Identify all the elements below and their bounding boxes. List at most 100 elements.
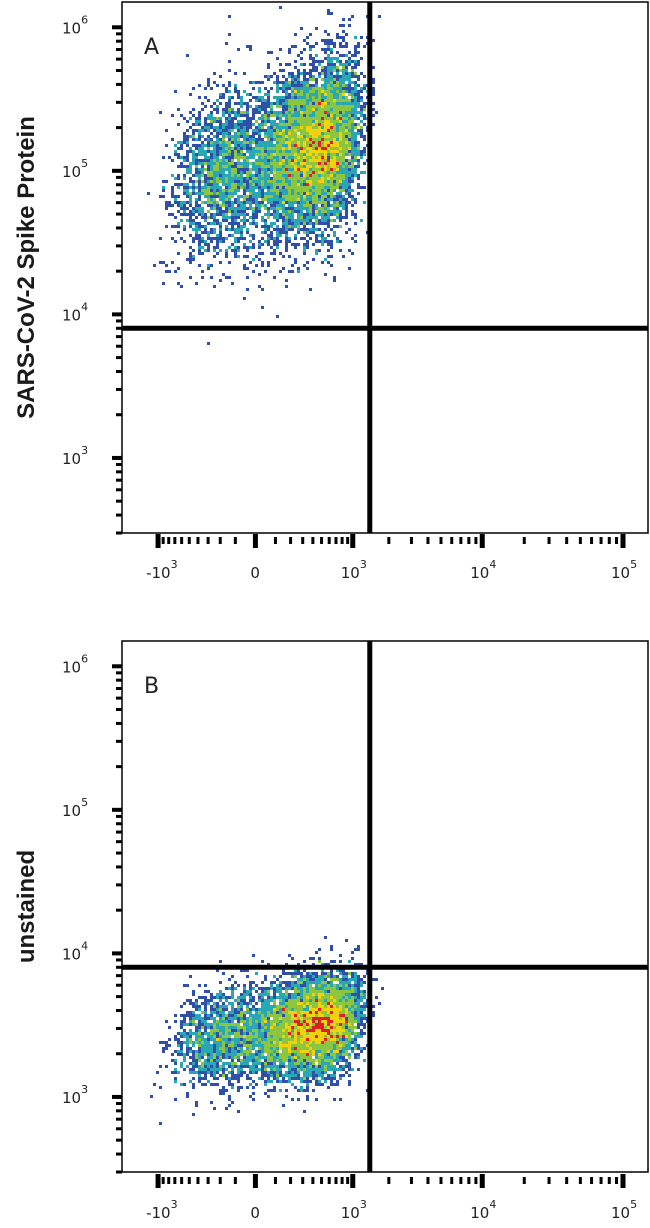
- event-bin: [330, 975, 333, 978]
- event-bin: [297, 1044, 300, 1047]
- event-bin: [321, 1029, 324, 1032]
- event-bin: [180, 285, 183, 288]
- event-bin: [348, 60, 351, 63]
- event-bin: [231, 177, 234, 180]
- event-bin: [255, 1020, 258, 1023]
- event-bin: [246, 231, 249, 234]
- event-bin: [237, 1008, 240, 1011]
- event-bin: [204, 159, 207, 162]
- event-bin: [291, 972, 294, 975]
- event-bin: [333, 219, 336, 222]
- event-bin: [330, 264, 333, 267]
- event-bin: [357, 1020, 360, 1023]
- event-bin: [333, 1014, 336, 1017]
- event-bin: [348, 126, 351, 129]
- event-bin: [309, 1020, 312, 1023]
- event-bin: [294, 261, 297, 264]
- event-bin: [312, 1044, 315, 1047]
- event-bin: [351, 72, 354, 75]
- event-bin: [306, 36, 309, 39]
- event-bin: [312, 1053, 315, 1056]
- event-bin: [291, 957, 294, 960]
- event-bin: [336, 1038, 339, 1041]
- event-bin: [177, 282, 180, 285]
- event-bin: [291, 96, 294, 99]
- event-bin: [309, 123, 312, 126]
- event-bin: [351, 984, 354, 987]
- event-bin: [327, 219, 330, 222]
- event-bin: [285, 165, 288, 168]
- event-bin: [285, 1050, 288, 1053]
- event-bin: [318, 180, 321, 183]
- event-bin: [309, 219, 312, 222]
- event-bin: [243, 1059, 246, 1062]
- event-bin: [297, 108, 300, 111]
- event-bin: [318, 981, 321, 984]
- event-bin: [249, 120, 252, 123]
- event-bin: [288, 180, 291, 183]
- event-bin: [189, 93, 192, 96]
- event-bin: [330, 123, 333, 126]
- event-bin: [234, 111, 237, 114]
- event-bin: [306, 165, 309, 168]
- event-bin: [225, 105, 228, 108]
- event-bin: [222, 1005, 225, 1008]
- event-bin: [342, 147, 345, 150]
- event-bin: [231, 153, 234, 156]
- event-bin: [243, 297, 246, 300]
- event-bin: [237, 1080, 240, 1083]
- event-bin: [234, 114, 237, 117]
- event-bin: [234, 189, 237, 192]
- event-bin: [198, 1017, 201, 1020]
- event-bin: [312, 1008, 315, 1011]
- event-bin: [225, 153, 228, 156]
- event-bin: [312, 1062, 315, 1065]
- event-bin: [330, 48, 333, 51]
- event-bin: [297, 141, 300, 144]
- event-bin: [315, 135, 318, 138]
- event-bin: [276, 144, 279, 147]
- event-bin: [225, 141, 228, 144]
- event-bin: [321, 1074, 324, 1077]
- event-bin: [285, 237, 288, 240]
- event-bin: [291, 114, 294, 117]
- event-bin: [360, 171, 363, 174]
- event-bin: [231, 129, 234, 132]
- event-bin: [351, 96, 354, 99]
- event-bin: [354, 150, 357, 153]
- event-bin: [354, 48, 357, 51]
- event-bin: [228, 153, 231, 156]
- event-bin: [258, 1023, 261, 1026]
- event-bin: [285, 87, 288, 90]
- event-bin: [279, 147, 282, 150]
- event-bin: [216, 117, 219, 120]
- event-bin: [210, 153, 213, 156]
- event-bin: [276, 204, 279, 207]
- event-bin: [288, 1026, 291, 1029]
- event-bin: [297, 1002, 300, 1005]
- event-bin: [240, 111, 243, 114]
- event-bin: [312, 144, 315, 147]
- event-bin: [297, 1008, 300, 1011]
- event-bin: [189, 111, 192, 114]
- event-bin: [285, 153, 288, 156]
- event-bin: [321, 996, 324, 999]
- event-bin: [282, 108, 285, 111]
- event-bin: [297, 1032, 300, 1035]
- event-bin: [225, 1062, 228, 1065]
- event-bin: [276, 216, 279, 219]
- event-bin: [294, 1062, 297, 1065]
- event-bin: [273, 1020, 276, 1023]
- event-bin: [324, 1008, 327, 1011]
- event-bin: [228, 105, 231, 108]
- event-bin: [258, 1041, 261, 1044]
- event-bin: [195, 156, 198, 159]
- event-bin: [219, 171, 222, 174]
- event-bin: [177, 195, 180, 198]
- event-bin: [333, 171, 336, 174]
- event-bin: [342, 129, 345, 132]
- event-bin: [222, 96, 225, 99]
- event-bin: [303, 1050, 306, 1053]
- event-bin: [255, 1026, 258, 1029]
- event-bin: [189, 1062, 192, 1065]
